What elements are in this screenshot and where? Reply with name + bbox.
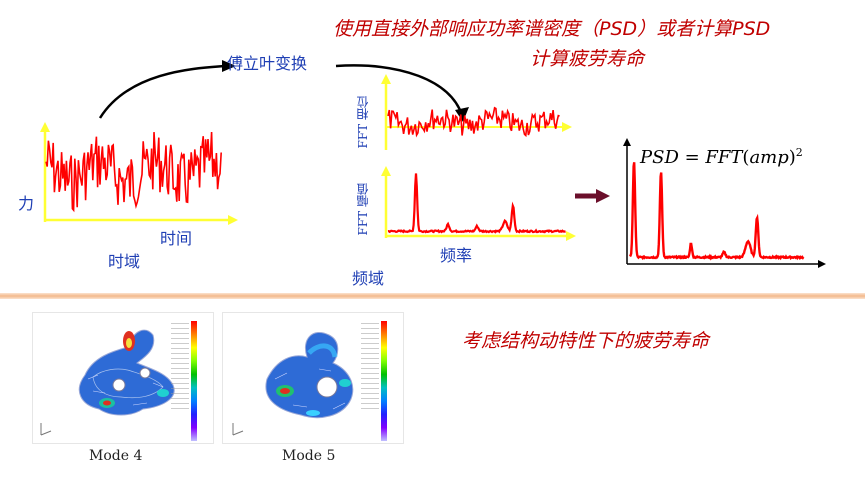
mode5-legend (381, 321, 387, 441)
psd-axis-y-arrow (623, 138, 631, 146)
psd-signal (629, 162, 805, 261)
mode4-legend-bar (191, 321, 197, 441)
fft-phase-label: FFT 相位 (356, 96, 370, 149)
frequency-domain-label: 频域 (352, 269, 385, 288)
psd-axis-x-arrow (818, 260, 826, 268)
fourier-transform-label: 傅立叶变换 (227, 54, 308, 73)
psd-formula-arg: amp (749, 147, 789, 168)
fourier-curved-arrow (98, 64, 226, 119)
time-axis-x-arrow (228, 215, 238, 225)
phase-axis-y-arrow (381, 74, 391, 84)
title-line-1: 使用直接外部响应功率谱密度（PSD）或者计算PSD (333, 18, 771, 40)
amp-axis-x-arrow (566, 231, 576, 241)
fourier-curved-arrow-2 (335, 64, 464, 116)
mode5-legend-bar (381, 321, 387, 441)
time-axis-y-arrow (40, 122, 50, 132)
psd-formula-equals: = (684, 147, 706, 168)
time-domain-label: 时域 (108, 252, 141, 271)
mode5-image (232, 332, 354, 436)
fourier-arrowhead-left (222, 60, 236, 72)
psd-formula-close-paren: ) (788, 147, 796, 168)
psd-diagram (40, 60, 826, 268)
mode5-panel (222, 312, 404, 444)
mode4-legend-text (171, 323, 189, 413)
phase-axis-x-arrow (562, 122, 572, 132)
frequency-axis-label: 频率 (440, 246, 473, 265)
section2-title: 考虑结构动特性下的疲劳寿命 (462, 330, 710, 352)
mode5-label: Mode 5 (282, 448, 336, 464)
force-axis-label: 力 (18, 194, 35, 213)
psd-formula-lhs: PSD (640, 147, 679, 168)
mode4-panel (32, 312, 214, 444)
psd-formula-open-paren: ( (742, 147, 750, 168)
psd-arrow-head (596, 189, 610, 203)
psd-formula-exponent: 2 (795, 146, 803, 159)
time-axis-label: 时间 (160, 229, 193, 248)
fft-amplitude-label: FFT 幅值 (356, 183, 370, 236)
psd-formula: PSD = FFT(amp)2 (640, 146, 803, 168)
mode5-legend-text (361, 323, 379, 413)
phase-signal (387, 106, 560, 138)
time-signal (45, 131, 222, 213)
psd-formula-rhs: FFT (705, 147, 743, 168)
mode4-label: Mode 4 (89, 448, 143, 464)
amp-signal (387, 173, 566, 234)
mode4-legend (191, 321, 197, 441)
title-line-2: 计算疲劳寿命 (530, 48, 645, 70)
mode4-image (40, 329, 175, 436)
fourier-arrowhead-right (455, 107, 469, 122)
section-divider (0, 293, 865, 299)
amp-axis-y-arrow (381, 166, 391, 176)
